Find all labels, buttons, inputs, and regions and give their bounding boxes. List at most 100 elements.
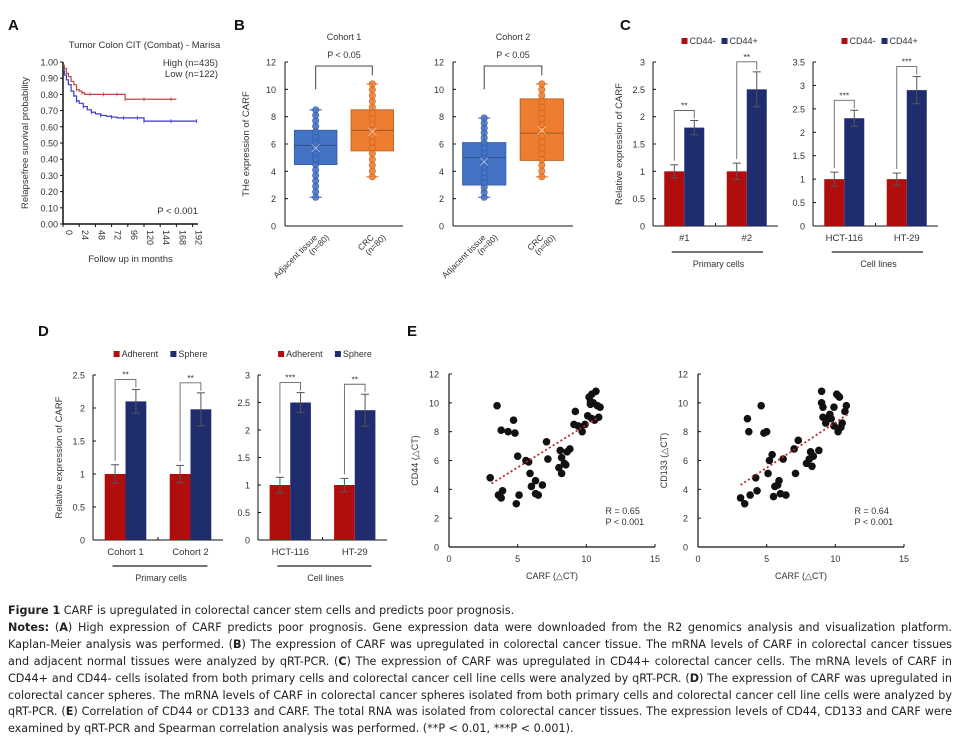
D1-legend-swatch-0 [113, 351, 120, 357]
E1-data-point [544, 455, 552, 463]
E1-data-point [498, 486, 507, 495]
E2-x-tick-label: 0 [695, 554, 700, 564]
E2-data-point [791, 469, 800, 478]
C2-group-label: Cell lines [860, 259, 897, 269]
note-tag-e: E [65, 705, 74, 719]
panel-label-a: A [8, 17, 19, 34]
E1-data-point [497, 426, 505, 435]
C1-significance-bracket [673, 110, 695, 161]
E1-data-point [486, 474, 495, 482]
E1-annotation-0: R = 0.65 [606, 506, 640, 516]
C2-bar-cd44- [906, 90, 927, 226]
B2-data-point [538, 80, 546, 88]
E1-data-point [493, 401, 501, 410]
E2-data-point [753, 486, 761, 495]
E2-data-point [782, 491, 790, 499]
C2-y-tick-label: 1 [800, 175, 805, 185]
E1-data-point [571, 407, 580, 416]
E2-data-point [745, 427, 753, 436]
D1-category-label: Cohort 1 [107, 547, 143, 558]
D2-y-tick-label: 1 [245, 481, 250, 491]
D2-y-tick-label: 2 [245, 426, 250, 436]
C2-significance-stars: *** [839, 90, 850, 100]
E2-data-point [779, 455, 787, 463]
C2-y-tick-label: 0 [800, 222, 805, 232]
E2-data-point [762, 427, 771, 436]
B2-significance-bracket [483, 65, 543, 90]
E2-x-tick-label: 15 [899, 554, 909, 564]
B2-y-tick-label: 10 [434, 85, 444, 95]
B1-data-point [368, 86, 376, 94]
E1-y-tick-label: 10 [429, 398, 439, 408]
B1-data-point [368, 115, 376, 123]
note-text-c: The expression of CARF was upregulated i… [8, 654, 952, 685]
E1-data-point [497, 494, 505, 502]
B2-significance-label: P < 0.05 [496, 50, 530, 60]
B1-data-point [312, 106, 320, 114]
E1-data-point [555, 463, 563, 472]
C2-legend-swatch-1 [881, 38, 888, 44]
E2-data-point [740, 499, 749, 508]
km-y-tick-label: 0.50 [40, 139, 58, 149]
C2-significance-bracket [896, 66, 918, 170]
note-text-a: High expression of CARF predicts poor pr… [8, 620, 952, 651]
B1-y-axis-label: THe expression of CARF [241, 91, 252, 197]
D1-bar-adherent [169, 474, 191, 540]
E1-data-point [515, 491, 523, 499]
km-x-tick-label: 72 [113, 230, 123, 240]
B2-y-tick-label: 2 [439, 194, 444, 204]
D2-legend-swatch-1 [334, 351, 341, 357]
B1-y-tick-label: 2 [271, 194, 276, 204]
D1-significance-bracket [114, 379, 137, 461]
km-y-tick-label: 0.60 [40, 122, 58, 132]
C1-y-tick-label: 1 [640, 167, 645, 177]
E1-x-tick-label: 15 [650, 554, 660, 564]
E1-data-point [578, 427, 587, 436]
B1-mean-marker [311, 143, 320, 153]
E1-data-point [592, 387, 600, 396]
C2-bar-cd44- [844, 118, 865, 226]
E1-data-point [534, 491, 543, 499]
C1-legend-swatch-0 [681, 38, 688, 44]
E2-data-point [751, 474, 760, 482]
C1-y-axis-label: Relative expression of CARF [614, 83, 625, 205]
panel-label-b: B [234, 17, 245, 34]
E2-data-point [834, 391, 842, 400]
B1-data-point [368, 121, 376, 129]
km-y-tick-label: 0.10 [40, 203, 58, 213]
E2-trend-line [740, 413, 849, 486]
D2-significance-stars: *** [285, 373, 296, 383]
E2-data-point [809, 452, 818, 460]
note-tag-c: C [338, 654, 347, 668]
D2-bar-adherent [334, 485, 355, 540]
km-x-tick-label: 96 [129, 230, 139, 240]
E2-data-point [819, 403, 827, 411]
B2-data-point [538, 155, 546, 163]
D1-bar-sphere [190, 409, 212, 540]
D2-significance-stars: ** [351, 374, 358, 384]
C2-legend-swatch-0 [841, 38, 848, 44]
B1-data-point [368, 173, 376, 181]
note-tag-a: A [59, 620, 68, 634]
km-y-axis-label: Relapsefree survival probability [20, 77, 31, 209]
E2-data-point [838, 419, 846, 427]
notes-label: Notes: [8, 620, 50, 634]
D2-group-label: Cell lines [307, 573, 344, 583]
C2-y-tick-label: 0.5 [792, 198, 805, 208]
C2-significance-bracket [833, 99, 855, 169]
E2-data-point [757, 401, 765, 410]
D1-bar-sphere [125, 401, 147, 540]
E2-annotation-1: P < 0.001 [855, 517, 894, 527]
E2-y-tick-label: 4 [683, 485, 688, 495]
E1-data-point [526, 469, 534, 478]
D2-y-tick-label: 0.5 [237, 508, 250, 518]
km-y-tick-label: 1.00 [40, 58, 58, 68]
D1-y-tick-label: 1 [80, 470, 85, 480]
B2-y-tick-label: 4 [439, 167, 444, 177]
E2-data-point [794, 436, 803, 445]
C1-significance-bracket [736, 61, 758, 160]
km-curve-low [63, 64, 177, 100]
C2-bar-cd44- [886, 179, 907, 226]
E1-y-tick-label: 6 [434, 456, 439, 466]
km-y-tick-label: 0.00 [40, 220, 58, 230]
